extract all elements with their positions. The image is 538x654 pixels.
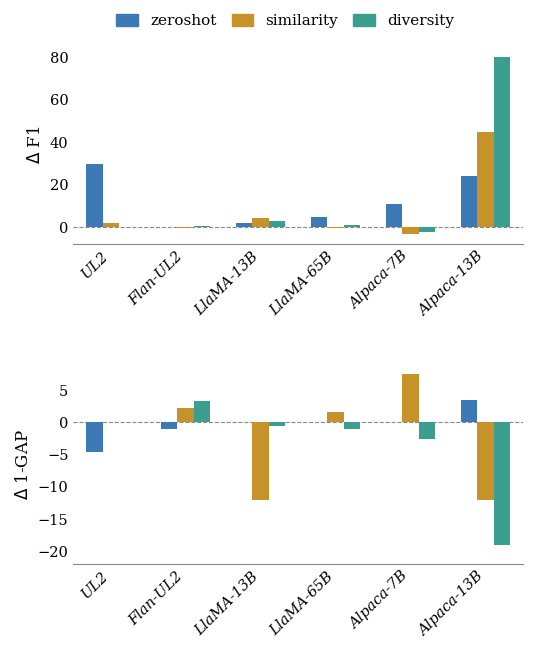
Bar bbox=[194, 226, 210, 228]
Bar bbox=[269, 422, 285, 426]
Bar bbox=[194, 401, 210, 422]
Bar bbox=[252, 422, 269, 500]
Bar bbox=[236, 223, 252, 228]
Bar bbox=[494, 57, 510, 228]
Bar bbox=[86, 164, 103, 228]
Bar bbox=[461, 400, 477, 422]
Bar bbox=[477, 422, 494, 500]
Bar bbox=[344, 225, 360, 228]
Bar bbox=[477, 131, 494, 228]
Bar bbox=[344, 422, 360, 429]
Bar bbox=[161, 422, 178, 429]
Bar bbox=[328, 412, 344, 422]
Bar bbox=[86, 422, 103, 451]
Bar bbox=[402, 228, 419, 233]
Bar bbox=[419, 422, 435, 439]
Legend: zeroshot, similarity, diversity: zeroshot, similarity, diversity bbox=[110, 8, 460, 35]
Bar bbox=[494, 422, 510, 545]
Bar bbox=[386, 204, 402, 228]
Y-axis label: $\Delta$ 1-GAP: $\Delta$ 1-GAP bbox=[15, 429, 32, 500]
Bar bbox=[311, 216, 328, 228]
Bar bbox=[269, 221, 285, 228]
Bar bbox=[402, 374, 419, 422]
Bar bbox=[103, 223, 119, 228]
Bar bbox=[178, 408, 194, 422]
Bar bbox=[461, 177, 477, 228]
Bar bbox=[252, 218, 269, 228]
Bar bbox=[419, 228, 435, 232]
Y-axis label: $\Delta$ F1: $\Delta$ F1 bbox=[27, 125, 44, 164]
